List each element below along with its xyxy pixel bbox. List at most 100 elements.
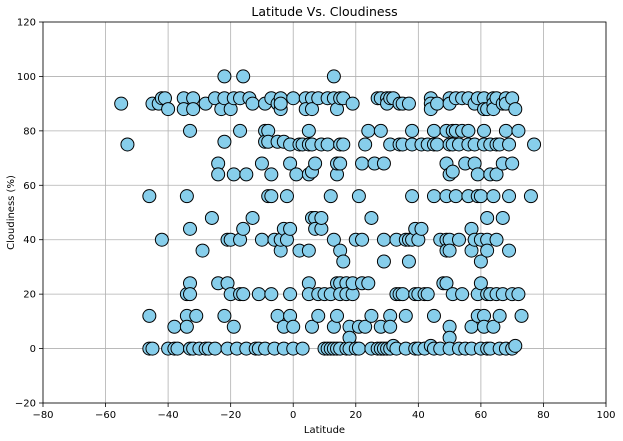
data-point xyxy=(376,254,391,269)
data-point xyxy=(217,69,232,84)
data-point xyxy=(361,123,376,138)
data-point xyxy=(420,287,435,302)
data-point xyxy=(330,308,345,323)
data-point xyxy=(211,167,226,182)
data-point xyxy=(167,319,182,334)
data-point xyxy=(236,221,251,236)
data-point xyxy=(239,167,254,182)
data-point xyxy=(283,156,298,171)
data-point xyxy=(492,308,507,323)
data-point xyxy=(489,232,504,247)
data-point xyxy=(286,91,301,106)
data-point xyxy=(395,287,410,302)
data-point xyxy=(170,341,185,356)
data-point xyxy=(445,164,460,179)
data-point xyxy=(498,123,513,138)
axis-ticks: −80 −60 −40 −20 0 20 40 60 80 100 −20 0 20 40 60 80 100 1… xyxy=(15,18,616,422)
data-point xyxy=(361,276,376,291)
y-tick-label: 20 xyxy=(23,290,36,301)
data-point xyxy=(398,308,413,323)
data-point xyxy=(477,123,492,138)
data-point xyxy=(345,96,360,111)
data-point xyxy=(179,319,194,334)
data-point xyxy=(236,69,251,84)
data-point xyxy=(358,137,373,152)
data-point xyxy=(426,189,441,204)
data-point xyxy=(142,308,157,323)
data-point xyxy=(186,102,201,117)
x-tick-label: 100 xyxy=(596,410,615,421)
plot-frame xyxy=(42,21,607,404)
data-point xyxy=(364,308,379,323)
x-tick-label: 60 xyxy=(475,410,488,421)
data-point xyxy=(502,189,517,204)
data-point xyxy=(179,189,194,204)
data-point xyxy=(195,243,210,258)
data-point xyxy=(226,319,241,334)
data-point xyxy=(283,221,298,236)
data-point xyxy=(426,308,441,323)
data-point xyxy=(333,156,348,171)
data-point xyxy=(383,319,398,334)
data-point xyxy=(502,137,517,152)
data-point xyxy=(304,319,319,334)
y-tick-label: 40 xyxy=(23,235,36,246)
data-point xyxy=(473,254,488,269)
data-point xyxy=(508,338,523,353)
data-point xyxy=(245,96,260,111)
data-point xyxy=(264,287,279,302)
data-point xyxy=(273,96,288,111)
data-point xyxy=(283,287,298,302)
data-point xyxy=(489,167,504,182)
data-point xyxy=(304,102,319,117)
x-tick-label: −20 xyxy=(220,410,241,421)
data-point xyxy=(451,232,466,247)
data-point xyxy=(161,102,176,117)
data-point xyxy=(289,167,304,182)
data-point xyxy=(183,287,198,302)
data-point xyxy=(405,189,420,204)
data-point xyxy=(473,189,488,204)
data-point xyxy=(254,232,269,247)
data-point xyxy=(502,243,517,258)
data-point xyxy=(245,210,260,225)
data-point xyxy=(226,167,241,182)
data-point xyxy=(154,232,169,247)
data-point xyxy=(426,123,441,138)
data-point xyxy=(401,96,416,111)
data-point xyxy=(279,189,294,204)
y-tick-label: 0 xyxy=(30,344,36,355)
data-point xyxy=(254,156,269,171)
data-point xyxy=(376,232,391,247)
x-tick-label: −80 xyxy=(32,410,53,421)
data-point xyxy=(264,189,279,204)
data-point xyxy=(183,221,198,236)
data-point xyxy=(295,341,310,356)
data-point xyxy=(495,210,510,225)
data-point xyxy=(373,123,388,138)
data-point xyxy=(414,221,429,236)
x-tick-label: −60 xyxy=(95,410,116,421)
data-point xyxy=(142,189,157,204)
y-axis-label: Cloudiness (%) xyxy=(6,175,17,250)
y-tick-label: 120 xyxy=(17,18,36,29)
data-point xyxy=(251,287,266,302)
data-point xyxy=(217,308,232,323)
data-point xyxy=(527,137,542,152)
data-point xyxy=(204,210,219,225)
data-point xyxy=(430,96,445,111)
data-point xyxy=(323,189,338,204)
data-point xyxy=(351,189,366,204)
data-point xyxy=(364,210,379,225)
x-tick-label: 80 xyxy=(537,410,550,421)
data-point xyxy=(120,137,135,152)
data-point xyxy=(114,96,129,111)
data-point xyxy=(511,123,526,138)
data-point xyxy=(145,341,160,356)
y-tick-label: −20 xyxy=(15,399,36,410)
data-point xyxy=(514,308,529,323)
data-point xyxy=(480,210,495,225)
data-point xyxy=(208,341,223,356)
data-point xyxy=(442,243,457,258)
